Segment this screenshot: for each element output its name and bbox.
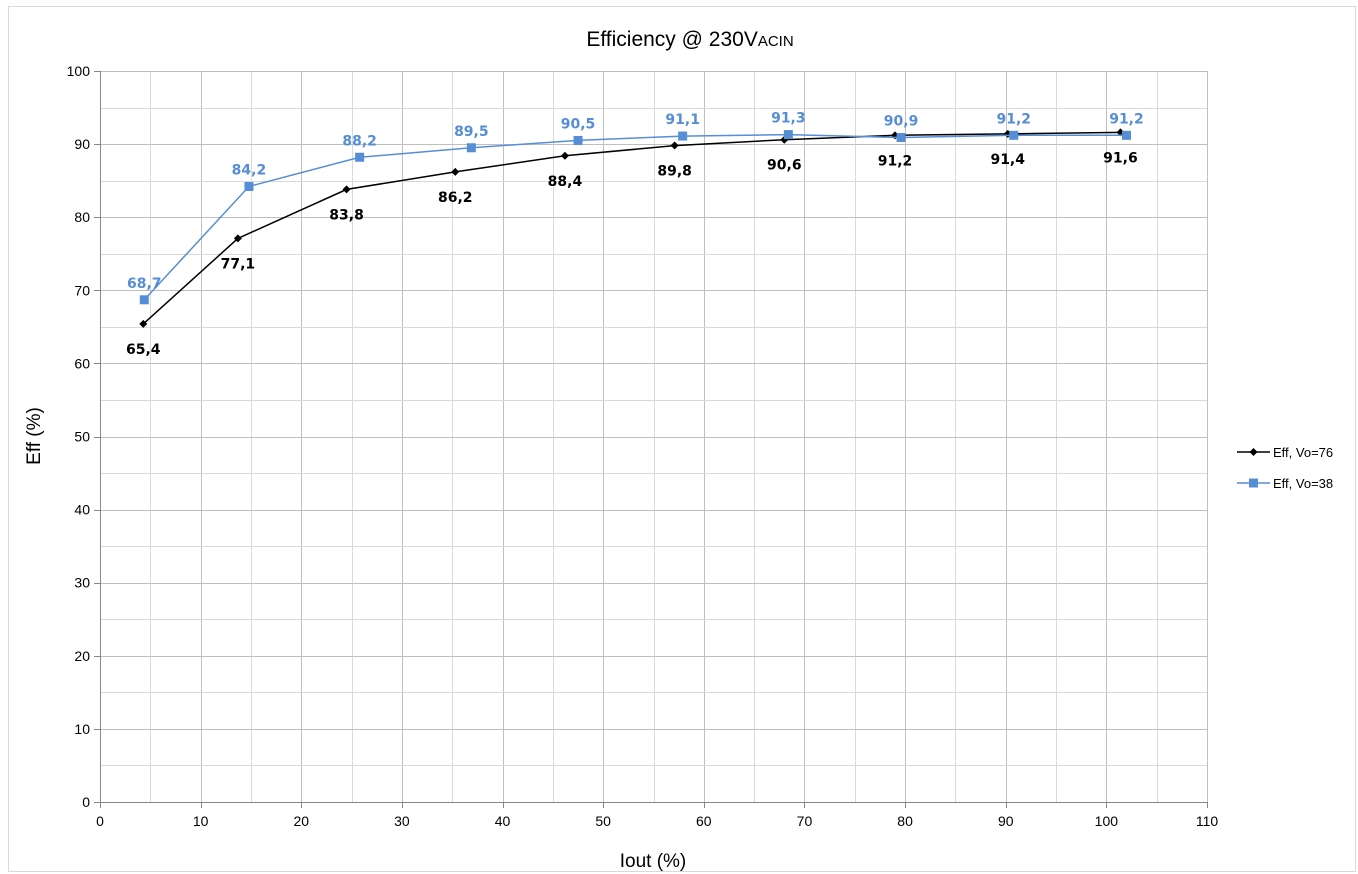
y-tick-label: 80	[74, 209, 90, 225]
series-1-point	[784, 130, 793, 139]
x-tick-label: 100	[1095, 813, 1119, 829]
x-tick-label: 90	[998, 813, 1014, 829]
series-1-data-label: 91,3	[771, 111, 806, 127]
y-tick-label: 90	[74, 136, 90, 152]
series-0-point	[671, 142, 679, 150]
series-1-point	[355, 153, 364, 162]
series-1-data-label: 91,1	[665, 112, 700, 128]
x-tick-label: 20	[293, 813, 309, 829]
legend-marker-1	[1249, 479, 1258, 488]
chart-title-sub: ACIN	[758, 33, 794, 50]
series-1-point	[244, 182, 253, 191]
legend-marker-0	[1250, 448, 1258, 456]
series-1-point	[897, 133, 906, 142]
y-tick-label: 100	[67, 63, 91, 79]
x-tick-label: 0	[96, 813, 104, 829]
series-1-data-label: 68,7	[127, 276, 162, 292]
y-tick-label: 60	[74, 355, 90, 371]
x-tick-label: 50	[595, 813, 611, 829]
series-1-data-label: 90,9	[884, 114, 919, 130]
series-1-data-label: 84,2	[232, 162, 267, 178]
x-tick-label: 10	[193, 813, 209, 829]
y-tick-label: 50	[74, 429, 90, 445]
series-0-data-label: 86,2	[438, 190, 473, 206]
x-tick-label: 110	[1196, 813, 1219, 829]
grid-lines	[100, 71, 1208, 803]
y-tick-label: 10	[74, 721, 90, 737]
series-1-data-label: 91,2	[997, 111, 1032, 127]
x-tick-label: 60	[696, 813, 712, 829]
series-1-data-label: 89,5	[454, 124, 489, 140]
y-tick-label: 20	[74, 648, 90, 664]
series-layer	[139, 128, 1131, 328]
x-tick-labels: 0 10 20 30 40 50 60 70 80 90 100 110	[96, 813, 1218, 829]
y-tick-labels: 0 10 20 30 40 50 60 70 80 90 100	[67, 63, 91, 810]
series-1-point	[1122, 131, 1131, 140]
chart-title: Efficiency @ 230VACIN	[586, 28, 793, 51]
series-0-data-label: 91,2	[878, 153, 913, 169]
y-tick-label: 0	[82, 794, 90, 810]
series-1-data-label: 90,5	[561, 116, 596, 132]
series-0-data-label: 90,6	[767, 158, 802, 174]
x-axis-title: Iout (%)	[620, 851, 687, 872]
series-0-data-label: 77,1	[221, 256, 256, 272]
x-tick-label: 80	[897, 813, 913, 829]
series-0-data-label: 91,6	[1103, 150, 1138, 166]
x-tick-label: 70	[797, 813, 813, 829]
series-0-data-label: 88,4	[548, 174, 583, 190]
chart-title-main: Efficiency @ 230V	[586, 28, 758, 51]
x-tick-label: 40	[495, 813, 511, 829]
series-1-point	[574, 136, 583, 145]
legend: Eff, Vo=76 Eff, Vo=38	[1237, 445, 1333, 491]
series-line-0	[143, 132, 1120, 324]
legend-label-1: Eff, Vo=38	[1273, 476, 1333, 491]
legend-label-0: Eff, Vo=76	[1273, 445, 1333, 460]
series-0-data-label: 89,8	[657, 164, 692, 180]
series-0-data-label: 91,4	[990, 152, 1025, 168]
series-0-point	[343, 185, 351, 193]
y-tick-label: 30	[74, 575, 90, 591]
series-0-data-label: 65,4	[126, 342, 161, 358]
series-1-point	[140, 295, 149, 304]
series-0-data-label: 83,8	[329, 207, 364, 223]
series-1-point	[1009, 131, 1018, 140]
data-labels: 65,4 77,1 83,8 86,2 88,4 89,8 90,6 91,2 91,4 91,6…	[126, 111, 1144, 358]
y-tick-label: 40	[74, 502, 90, 518]
series-0-point	[561, 152, 569, 160]
series-1-data-label: 91,2	[1109, 111, 1144, 127]
y-axis-title: Eff (%)	[24, 407, 45, 465]
series-1-point	[678, 132, 687, 141]
series-1-data-label: 88,2	[342, 133, 377, 149]
x-tick-label: 30	[394, 813, 410, 829]
series-1-point	[467, 143, 476, 152]
y-tick-label: 70	[74, 282, 90, 298]
